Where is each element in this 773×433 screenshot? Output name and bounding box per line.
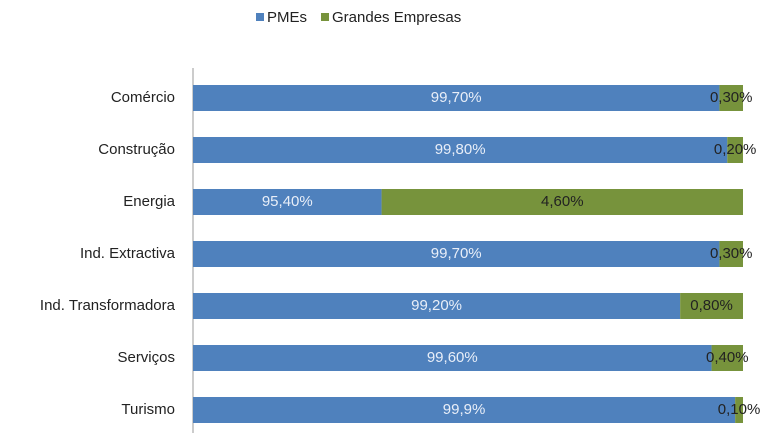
value-label: 99,80% xyxy=(435,141,486,158)
bar-segment xyxy=(193,345,712,371)
value-label: 99,20% xyxy=(411,297,462,314)
bar-segment xyxy=(381,189,743,215)
bar-segment xyxy=(711,345,743,371)
value-label: 95,40% xyxy=(262,193,313,210)
bar-segment xyxy=(735,397,743,423)
bar-segment xyxy=(719,241,743,267)
bar-segment xyxy=(193,397,736,423)
legend-swatch xyxy=(256,13,264,21)
legend-label: PMEs xyxy=(267,9,307,26)
category-label: Comércio xyxy=(111,89,175,106)
bar-segment xyxy=(680,293,743,319)
bar-segment xyxy=(193,293,681,319)
value-label: 0,30% xyxy=(710,89,753,106)
value-label: 0,20% xyxy=(714,141,757,158)
category-label: Ind. Transformadora xyxy=(40,297,176,314)
bar-segment xyxy=(727,137,743,163)
category-label: Construção xyxy=(98,141,175,158)
value-label: 0,40% xyxy=(706,349,749,366)
value-label: 0,80% xyxy=(690,297,733,314)
bar-segment xyxy=(193,85,720,111)
category-label: Serviços xyxy=(117,349,175,366)
value-label: 4,60% xyxy=(541,193,584,210)
value-label: 99,60% xyxy=(427,349,478,366)
legend-label: Grandes Empresas xyxy=(332,9,461,26)
value-label: 99,9% xyxy=(443,401,486,418)
bar-segment xyxy=(719,85,743,111)
category-label: Energia xyxy=(123,193,175,210)
value-label: 99,70% xyxy=(431,245,482,262)
value-label: 99,70% xyxy=(431,89,482,106)
bar-segment xyxy=(193,241,720,267)
legend-swatch xyxy=(321,13,330,21)
value-label: 0,30% xyxy=(710,245,753,262)
value-label: 0,10% xyxy=(718,401,761,418)
category-label: Ind. Extractiva xyxy=(80,245,176,262)
bar-segment xyxy=(193,137,728,163)
category-label: Turismo xyxy=(121,401,175,418)
bar-segment xyxy=(193,189,382,215)
